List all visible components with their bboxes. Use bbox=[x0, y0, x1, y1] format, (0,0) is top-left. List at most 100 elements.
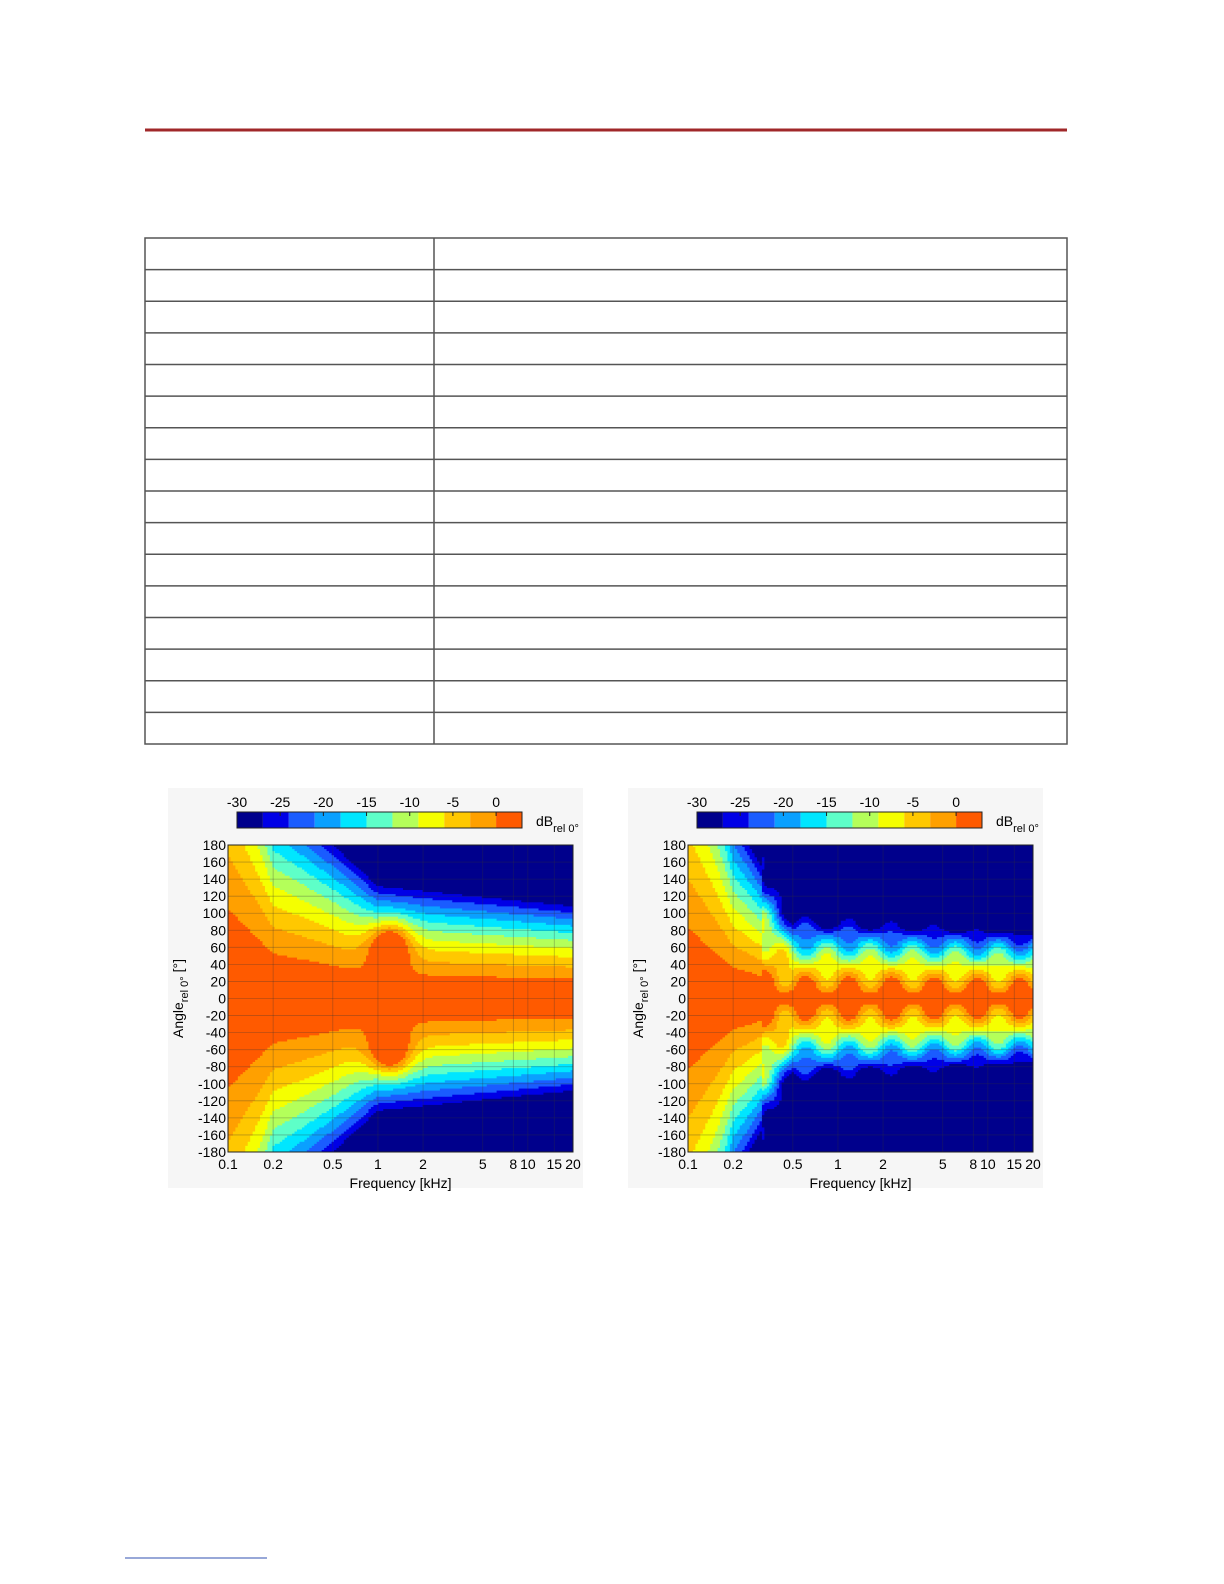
contour-region bbox=[966, 978, 975, 981]
contour-region bbox=[895, 1027, 1034, 1030]
contour-region bbox=[747, 920, 763, 924]
contour-region bbox=[1025, 1033, 1034, 1036]
contour-region bbox=[968, 1012, 987, 1016]
contour-region bbox=[764, 1084, 770, 1087]
contour-region bbox=[734, 945, 763, 948]
contour-region bbox=[759, 863, 763, 866]
contour-region bbox=[368, 937, 377, 940]
contour-region bbox=[781, 1010, 790, 1014]
contour-region bbox=[366, 900, 392, 903]
contour-region bbox=[292, 1082, 330, 1085]
contour-region bbox=[353, 892, 367, 895]
contour-region bbox=[813, 1021, 822, 1024]
contour-region bbox=[939, 951, 945, 954]
contour-region bbox=[966, 1016, 975, 1020]
contour-region bbox=[705, 904, 723, 907]
contour-region bbox=[697, 855, 714, 858]
contour-region bbox=[228, 1049, 266, 1053]
contour-region bbox=[761, 1023, 770, 1026]
contour-region bbox=[892, 930, 950, 934]
contour-region bbox=[373, 1098, 414, 1102]
contour-region bbox=[1008, 1023, 1031, 1026]
contour-region bbox=[228, 887, 249, 891]
contour-region bbox=[747, 853, 755, 856]
contour-region bbox=[267, 1125, 278, 1128]
contour-region bbox=[319, 855, 335, 858]
contour-region bbox=[361, 965, 414, 969]
contour-region bbox=[366, 873, 574, 877]
contour-region bbox=[761, 1104, 778, 1108]
contour-region bbox=[764, 1074, 770, 1077]
contour-region bbox=[872, 986, 881, 989]
contour-region bbox=[405, 935, 414, 938]
contour-region bbox=[717, 920, 731, 924]
contour-region bbox=[351, 879, 364, 883]
contour-region bbox=[749, 881, 758, 885]
contour-region bbox=[988, 988, 1009, 991]
contour-region bbox=[840, 1027, 856, 1030]
contour-region bbox=[902, 986, 911, 989]
contour-region bbox=[314, 939, 367, 942]
contour-region bbox=[405, 1061, 411, 1065]
colorbar-band bbox=[826, 812, 853, 828]
contour-region bbox=[272, 883, 305, 887]
contour-region bbox=[791, 1053, 797, 1057]
contour-region bbox=[705, 867, 718, 870]
contour-region bbox=[761, 1041, 775, 1044]
contour-region bbox=[971, 1021, 985, 1024]
contour-region bbox=[410, 963, 507, 967]
contour-region bbox=[764, 867, 1034, 870]
contour-region bbox=[228, 1066, 251, 1069]
contour-region bbox=[744, 1078, 758, 1081]
contour-region bbox=[1030, 939, 1034, 942]
contour-region bbox=[727, 912, 741, 915]
contour-region bbox=[370, 1106, 404, 1110]
contour-region bbox=[1008, 1008, 1031, 1012]
x-tick-label: 20 bbox=[1025, 1156, 1041, 1172]
contour-region bbox=[373, 1084, 416, 1087]
contour-region bbox=[791, 1039, 797, 1042]
contour-region bbox=[282, 1123, 308, 1126]
contour-region bbox=[811, 1047, 817, 1051]
contour-region bbox=[764, 863, 1034, 866]
contour-region bbox=[761, 912, 768, 915]
contour-region bbox=[729, 845, 736, 848]
contour-region bbox=[1030, 1023, 1034, 1026]
contour-region bbox=[727, 1057, 751, 1061]
contour-region bbox=[688, 994, 1034, 997]
contour-region bbox=[237, 1076, 268, 1079]
contour-region bbox=[228, 851, 249, 854]
contour-region bbox=[252, 1131, 266, 1134]
contour-region bbox=[688, 1111, 694, 1114]
contour-region bbox=[759, 861, 763, 864]
contour-region bbox=[314, 851, 330, 854]
contour-region bbox=[850, 1035, 864, 1038]
contour-region bbox=[858, 949, 866, 952]
contour-region bbox=[761, 910, 765, 913]
contour-region bbox=[833, 926, 844, 930]
contour-region bbox=[754, 1094, 763, 1098]
contour-region bbox=[715, 951, 748, 954]
contour-region bbox=[897, 1070, 930, 1073]
contour-region bbox=[1000, 947, 1009, 950]
contour-region bbox=[316, 853, 332, 856]
contour-region bbox=[761, 957, 770, 961]
contour-region bbox=[356, 1100, 369, 1104]
contour-region bbox=[784, 943, 790, 946]
contour-region bbox=[688, 849, 696, 852]
contour-region bbox=[425, 912, 510, 915]
contour-region bbox=[789, 963, 889, 967]
contour-region bbox=[742, 949, 763, 952]
contour-region bbox=[427, 1035, 574, 1038]
contour-region bbox=[801, 916, 810, 920]
contour-region bbox=[688, 973, 758, 977]
contour-region bbox=[702, 865, 718, 868]
y-tick-label: -180 bbox=[658, 1144, 686, 1160]
contour-region bbox=[727, 1143, 731, 1147]
contour-region bbox=[860, 969, 881, 973]
contour-region bbox=[949, 953, 962, 956]
contour-region bbox=[855, 953, 861, 956]
contour-region bbox=[929, 1016, 940, 1020]
contour-region bbox=[250, 1102, 268, 1106]
contour-region bbox=[737, 1084, 753, 1087]
